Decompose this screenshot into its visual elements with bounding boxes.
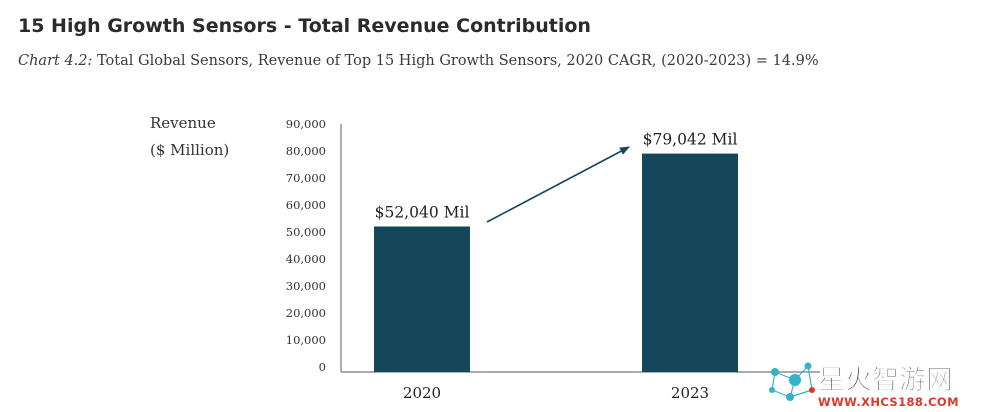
subtitle-lead: Chart 4.2: bbox=[18, 53, 92, 69]
y-axis-label-line2: ($ Million) bbox=[150, 141, 229, 159]
x-axis-categories: 2020 2023 bbox=[403, 384, 709, 402]
y-tick-label: 0 bbox=[319, 360, 326, 374]
y-tick-label: 20,000 bbox=[286, 306, 326, 320]
y-tick-label: 60,000 bbox=[286, 198, 326, 212]
y-axis-label-line1: Revenue bbox=[150, 114, 216, 132]
y-tick-label: 10,000 bbox=[286, 333, 326, 347]
y-tick-label: 30,000 bbox=[286, 279, 326, 293]
bar-data-label: $52,040 Mil bbox=[375, 203, 470, 221]
bar-2020 bbox=[374, 226, 470, 372]
data-labels: $52,040 Mil $79,042 Mil bbox=[375, 131, 738, 222]
y-tick-label: 80,000 bbox=[286, 144, 326, 158]
chart-subtitle: Chart 4.2: Total Global Sensors, Revenue… bbox=[18, 53, 819, 69]
watermark-domain: WWW.XHCS188.COM bbox=[818, 395, 959, 409]
y-tick-label: 90,000 bbox=[286, 117, 326, 131]
watermark: 星火智游网 WWW.XHCS188.COM bbox=[769, 362, 959, 409]
growth-arrow bbox=[486, 146, 630, 223]
bar-series bbox=[374, 153, 738, 372]
watermark-brand: 星火智游网 bbox=[818, 365, 953, 396]
y-tick-label: 50,000 bbox=[286, 225, 326, 239]
y-axis-ticks: 0 10,000 20,000 30,000 40,000 50,000 60,000 70,… bbox=[286, 117, 326, 374]
y-tick-label: 70,000 bbox=[286, 171, 326, 185]
bar-2023 bbox=[642, 153, 738, 372]
subtitle-rest: Total Global Sensors, Revenue of Top 15 … bbox=[92, 53, 818, 69]
chart-title: 15 High Growth Sensors - Total Revenue C… bbox=[18, 15, 591, 37]
network-logo-icon bbox=[769, 362, 815, 401]
bar-data-label: $79,042 Mil bbox=[643, 131, 738, 149]
x-category-label: 2020 bbox=[403, 384, 441, 402]
x-category-label: 2023 bbox=[671, 384, 709, 402]
y-tick-label: 40,000 bbox=[286, 252, 326, 266]
